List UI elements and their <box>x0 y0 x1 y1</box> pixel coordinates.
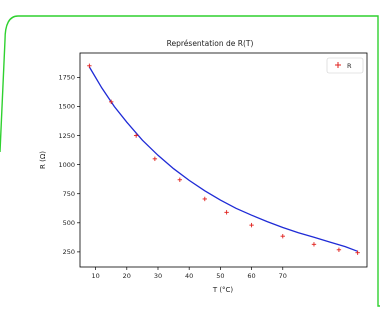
y-tick-label: 750 <box>63 190 75 198</box>
y-tick-label: 500 <box>63 219 75 227</box>
data-point <box>133 133 139 138</box>
y-tick-label: 1750 <box>58 74 75 82</box>
data-point <box>108 99 114 105</box>
data-point <box>249 222 254 228</box>
y-tick-label: 1000 <box>58 161 75 169</box>
data-point <box>87 63 92 68</box>
x-tick-label: 60 <box>247 272 255 280</box>
data-point <box>202 196 207 202</box>
fit-curve-line <box>88 66 358 252</box>
data-point <box>336 247 342 252</box>
x-tick-label: 30 <box>154 272 162 280</box>
data-point <box>152 156 158 162</box>
y-tick-label: 250 <box>63 248 75 256</box>
x-tick-label: 10 <box>91 272 99 280</box>
plot-area <box>79 52 368 268</box>
selection-outline <box>0 15 380 307</box>
series-layer <box>87 63 360 255</box>
legend-box <box>326 57 364 74</box>
data-point <box>355 250 360 255</box>
x-axis: 10 20 30 40 50 60 70 <box>91 267 287 280</box>
x-tick-label: 50 <box>216 272 224 280</box>
chart-title: Représentation de R(T) <box>167 39 254 48</box>
y-tick-label: 1250 <box>58 132 75 140</box>
x-tick-label: 70 <box>279 272 287 280</box>
data-point <box>311 242 317 247</box>
x-tick-label: 20 <box>123 272 131 280</box>
y-axis: 250 500 750 1000 1250 1500 1750 <box>58 74 80 256</box>
y-axis-label: R (Ω) <box>39 151 47 169</box>
data-point <box>224 210 229 215</box>
data-point <box>177 177 183 182</box>
y-tick-label: 1500 <box>58 103 75 111</box>
legend-label: R <box>347 62 352 70</box>
legend-marker <box>335 62 341 68</box>
data-point <box>280 233 285 239</box>
x-tick-label: 40 <box>185 272 193 280</box>
legend: R <box>326 57 364 74</box>
x-axis-label: T (°C) <box>212 286 234 294</box>
